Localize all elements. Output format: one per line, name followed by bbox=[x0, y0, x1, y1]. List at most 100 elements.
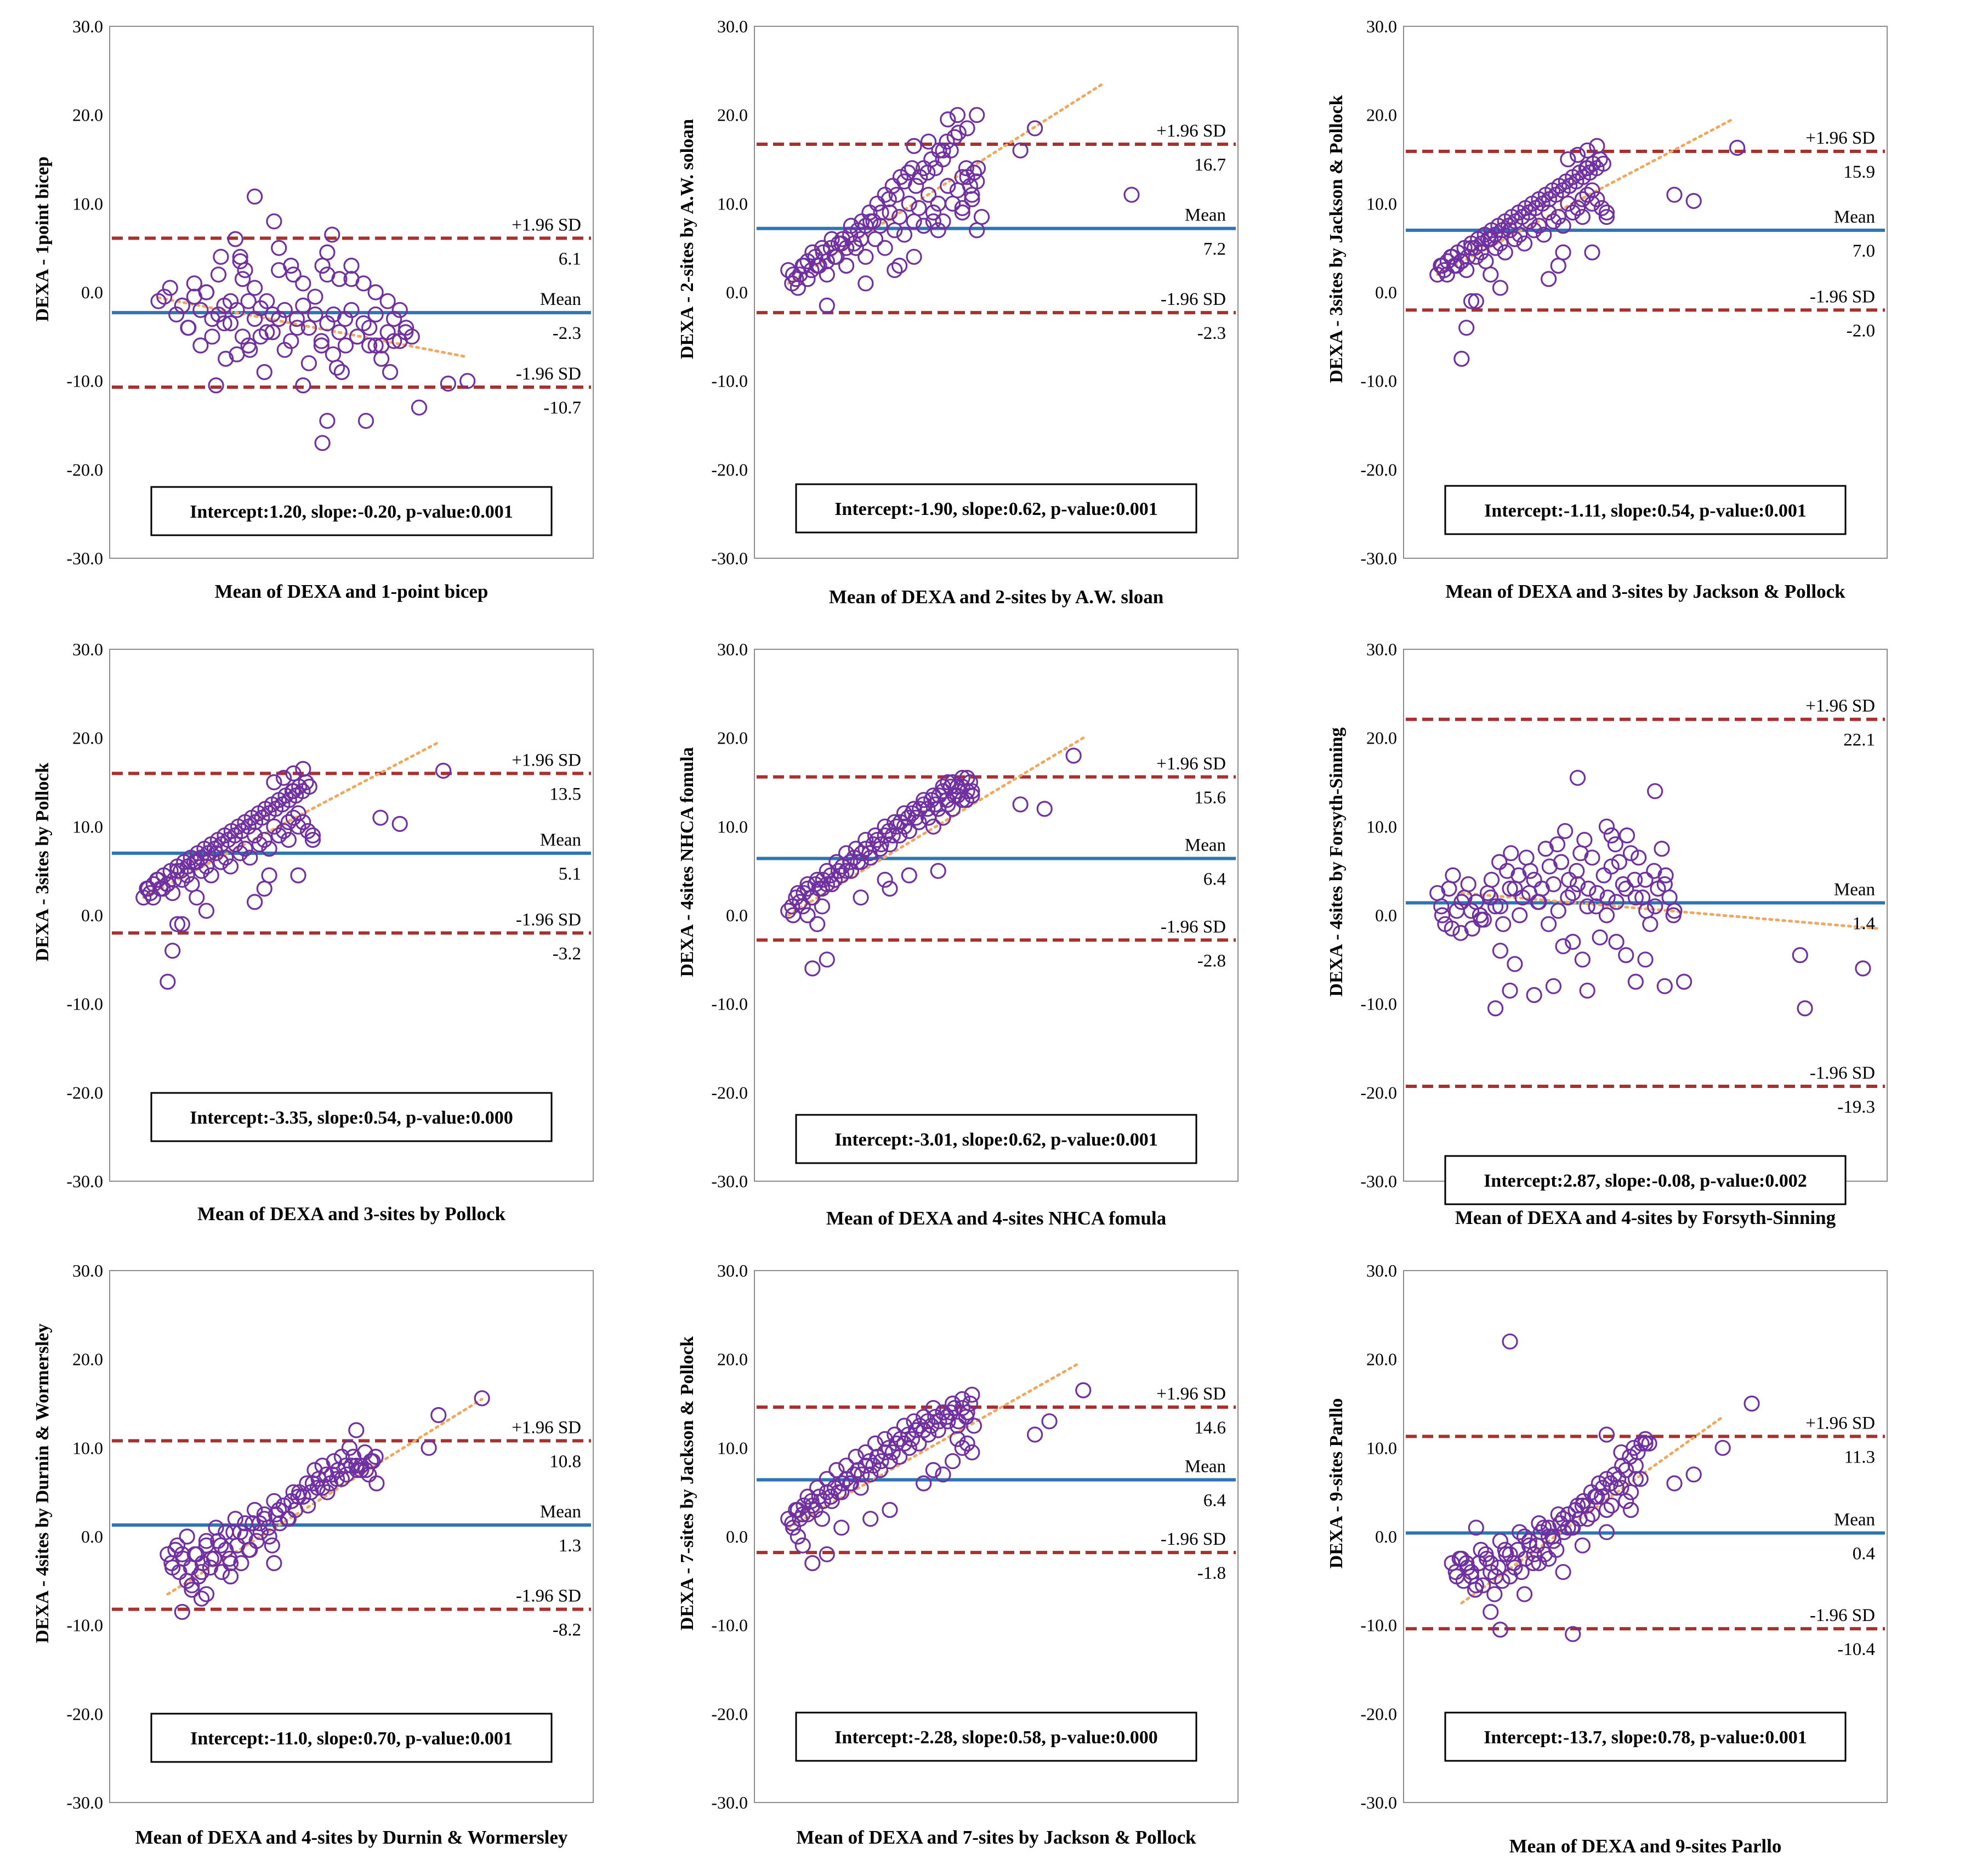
data-point bbox=[1560, 195, 1576, 212]
y-tick-label: 30.0 bbox=[72, 1261, 103, 1280]
data-point bbox=[1453, 253, 1470, 270]
data-point bbox=[1463, 1564, 1480, 1580]
data-point bbox=[939, 133, 955, 150]
y-tick-label: -30.0 bbox=[66, 548, 103, 568]
data-point bbox=[1531, 218, 1547, 234]
data-point bbox=[222, 315, 239, 332]
data-point bbox=[300, 1497, 316, 1514]
data-point bbox=[222, 858, 239, 875]
y-tick-label: 10.0 bbox=[717, 194, 748, 213]
y-tick-label: 20.0 bbox=[717, 1350, 748, 1369]
data-point bbox=[930, 222, 946, 239]
data-point bbox=[328, 1471, 345, 1487]
data-point bbox=[935, 1404, 951, 1421]
data-point bbox=[430, 1407, 447, 1424]
data-point bbox=[285, 1484, 302, 1500]
data-point bbox=[319, 1484, 336, 1500]
y-tick-label: 20.0 bbox=[72, 728, 103, 748]
data-point bbox=[247, 827, 263, 844]
y-tick-label: -20.0 bbox=[66, 460, 103, 479]
y-axis-label: DEXA - 4sites NHCA fomula bbox=[677, 747, 697, 977]
data-point bbox=[1492, 898, 1508, 915]
data-point bbox=[958, 160, 974, 177]
plot-frame bbox=[1403, 1270, 1888, 1803]
y-tick-label: 30.0 bbox=[72, 16, 103, 36]
data-point bbox=[362, 1453, 379, 1470]
data-point bbox=[1622, 1501, 1639, 1518]
data-point bbox=[237, 1515, 253, 1532]
bland-altman-plot-6: 30.0 20.0 10.0 0.0 -10.0 -20.0 -30.0 DEXA - 4si… bbox=[1326, 639, 1888, 1228]
data-point bbox=[969, 107, 985, 123]
data-point bbox=[916, 792, 932, 808]
data-point bbox=[891, 208, 908, 225]
data-point bbox=[307, 306, 323, 323]
x-axis-label: Mean of DEXA and 4-sites NHCA fomula bbox=[826, 1208, 1166, 1229]
mean-value: 0.4 bbox=[1853, 1544, 1875, 1564]
data-point bbox=[290, 867, 306, 883]
data-point bbox=[266, 213, 282, 230]
y-tick-label: -10.0 bbox=[66, 994, 103, 1014]
upper-loa-value: 22.1 bbox=[1843, 730, 1875, 750]
data-point bbox=[237, 262, 253, 279]
data-point bbox=[945, 774, 961, 791]
data-point bbox=[877, 1444, 893, 1461]
data-point bbox=[1464, 920, 1480, 937]
data-point bbox=[1531, 894, 1547, 910]
data-point bbox=[1565, 1626, 1581, 1642]
data-points bbox=[160, 1390, 490, 1620]
y-tick-label: -30.0 bbox=[1360, 548, 1397, 568]
data-point bbox=[343, 1458, 360, 1474]
data-point bbox=[1449, 257, 1465, 274]
data-point bbox=[1531, 1515, 1547, 1532]
data-point bbox=[1487, 898, 1504, 915]
data-point bbox=[227, 1511, 243, 1527]
data-point bbox=[804, 1555, 821, 1572]
data-point bbox=[1473, 911, 1489, 928]
data-point bbox=[877, 1431, 893, 1447]
data-point bbox=[1483, 1603, 1499, 1620]
data-point bbox=[300, 355, 317, 371]
data-point bbox=[435, 762, 452, 779]
data-point bbox=[838, 845, 855, 862]
data-point bbox=[331, 271, 348, 287]
y-tick-label: 20.0 bbox=[717, 728, 748, 748]
data-point bbox=[1792, 947, 1808, 963]
data-point bbox=[251, 836, 268, 853]
data-point bbox=[1579, 1511, 1595, 1527]
lower-loa-label: -1.96 SD bbox=[516, 910, 581, 930]
data-point bbox=[397, 324, 414, 341]
data-point bbox=[1550, 903, 1566, 919]
data-point bbox=[440, 375, 457, 392]
data-point bbox=[240, 293, 257, 309]
mean-label: Mean bbox=[1834, 880, 1875, 899]
data-point bbox=[1444, 248, 1460, 265]
data-point bbox=[940, 178, 956, 194]
data-point bbox=[1463, 293, 1480, 309]
regression-annotation: Intercept:-13.7, slope:0.78, p-value:0.0… bbox=[1484, 1727, 1807, 1748]
y-tick-label: -30.0 bbox=[711, 548, 748, 568]
data-point bbox=[337, 337, 354, 354]
y-tick-label: 20.0 bbox=[717, 105, 748, 125]
data-point bbox=[857, 275, 874, 292]
data-point bbox=[1633, 1435, 1650, 1452]
data-point bbox=[911, 200, 927, 217]
data-point bbox=[242, 849, 258, 866]
data-point bbox=[790, 1501, 806, 1518]
data-point bbox=[969, 160, 986, 177]
data-point bbox=[788, 271, 804, 287]
bland-altman-plot-2: 30.0 20.0 10.0 0.0 -10.0 -20.0 -30.0 DEXA - 2-s… bbox=[677, 16, 1239, 608]
data-point bbox=[276, 342, 293, 358]
plot-frame bbox=[109, 1270, 594, 1803]
data-point bbox=[357, 412, 374, 429]
data-point bbox=[838, 863, 855, 879]
data-point bbox=[343, 257, 360, 274]
regression-annotation: Intercept:-3.35, slope:0.54, p-value:0.0… bbox=[190, 1108, 513, 1128]
data-point bbox=[882, 1453, 898, 1470]
data-point bbox=[411, 399, 428, 416]
y-axis-label: DEXA - 3sites by Pollock bbox=[32, 763, 53, 962]
data-point bbox=[289, 320, 305, 336]
data-point bbox=[843, 218, 860, 234]
data-point bbox=[266, 1493, 282, 1509]
data-point bbox=[964, 1386, 980, 1403]
data-point bbox=[916, 218, 932, 234]
